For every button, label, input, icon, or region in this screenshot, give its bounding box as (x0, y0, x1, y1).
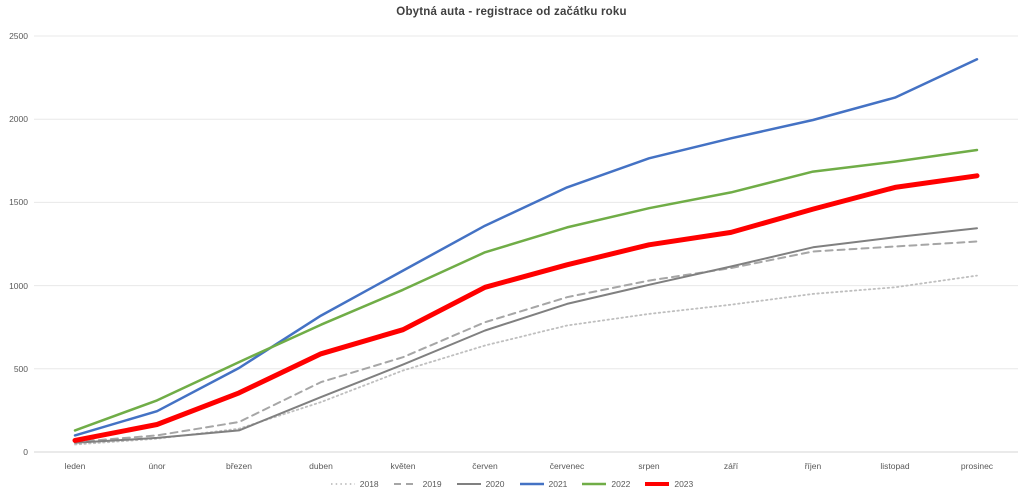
x-tick-label: červen (472, 461, 498, 471)
legend-item-2019[interactable]: 2019 (393, 479, 442, 489)
legend-label: 2023 (674, 479, 694, 489)
series-line-2020 (74, 227, 978, 444)
legend-line-sample (582, 482, 607, 486)
legend-label: 2018 (359, 479, 379, 489)
legend-item-2023[interactable]: 2023 (644, 479, 693, 489)
legend-label: 2022 (611, 479, 631, 489)
x-tick-label: leden (64, 461, 86, 471)
legend-line-sample (456, 483, 481, 485)
x-tick-label: říjen (804, 461, 822, 471)
chart-title: Obytná auta - registrace od začátku roku (396, 6, 627, 18)
legend-line-sample (645, 482, 670, 486)
y-tick-label: 1000 (9, 280, 28, 291)
x-tick-label: březen (226, 461, 252, 471)
x-tick-label: září (723, 461, 739, 471)
x-tick-label: srpen (638, 461, 660, 471)
legend-label: 2019 (422, 479, 442, 489)
x-tick-label: duben (309, 461, 333, 471)
series-line-2022 (73, 148, 979, 432)
series-line-2021 (73, 58, 979, 437)
x-tick-label: červenec (549, 461, 585, 471)
x-tick-label: únor (148, 461, 166, 471)
series-line-2018 (74, 274, 978, 446)
y-tick-label: 500 (13, 363, 28, 374)
series-line-2019 (74, 240, 978, 443)
y-tick-label: 2000 (9, 114, 28, 125)
chart-legend: 2018 2019 2020 2021 2022 2023 (0, 479, 1023, 489)
legend-item-2020[interactable]: 2020 (456, 479, 505, 489)
legend-line-sample (519, 482, 544, 486)
y-tick-label: 1500 (9, 197, 28, 208)
x-tick-label: listopad (880, 461, 910, 471)
legend-item-2022[interactable]: 2022 (581, 479, 630, 489)
y-tick-label: 2500 (9, 31, 28, 41)
x-tick-label: květen (390, 461, 416, 471)
legend-line-sample (393, 483, 418, 485)
legend-line-sample (330, 483, 355, 485)
y-tick-label: 0 (23, 447, 28, 457)
series-line-2023 (72, 173, 980, 443)
legend-item-2021[interactable]: 2021 (519, 479, 568, 489)
legend-label: 2020 (485, 479, 505, 489)
legend-label: 2021 (548, 479, 568, 489)
x-tick-label: prosinec (960, 461, 994, 471)
legend-item-2018[interactable]: 2018 (330, 479, 379, 489)
